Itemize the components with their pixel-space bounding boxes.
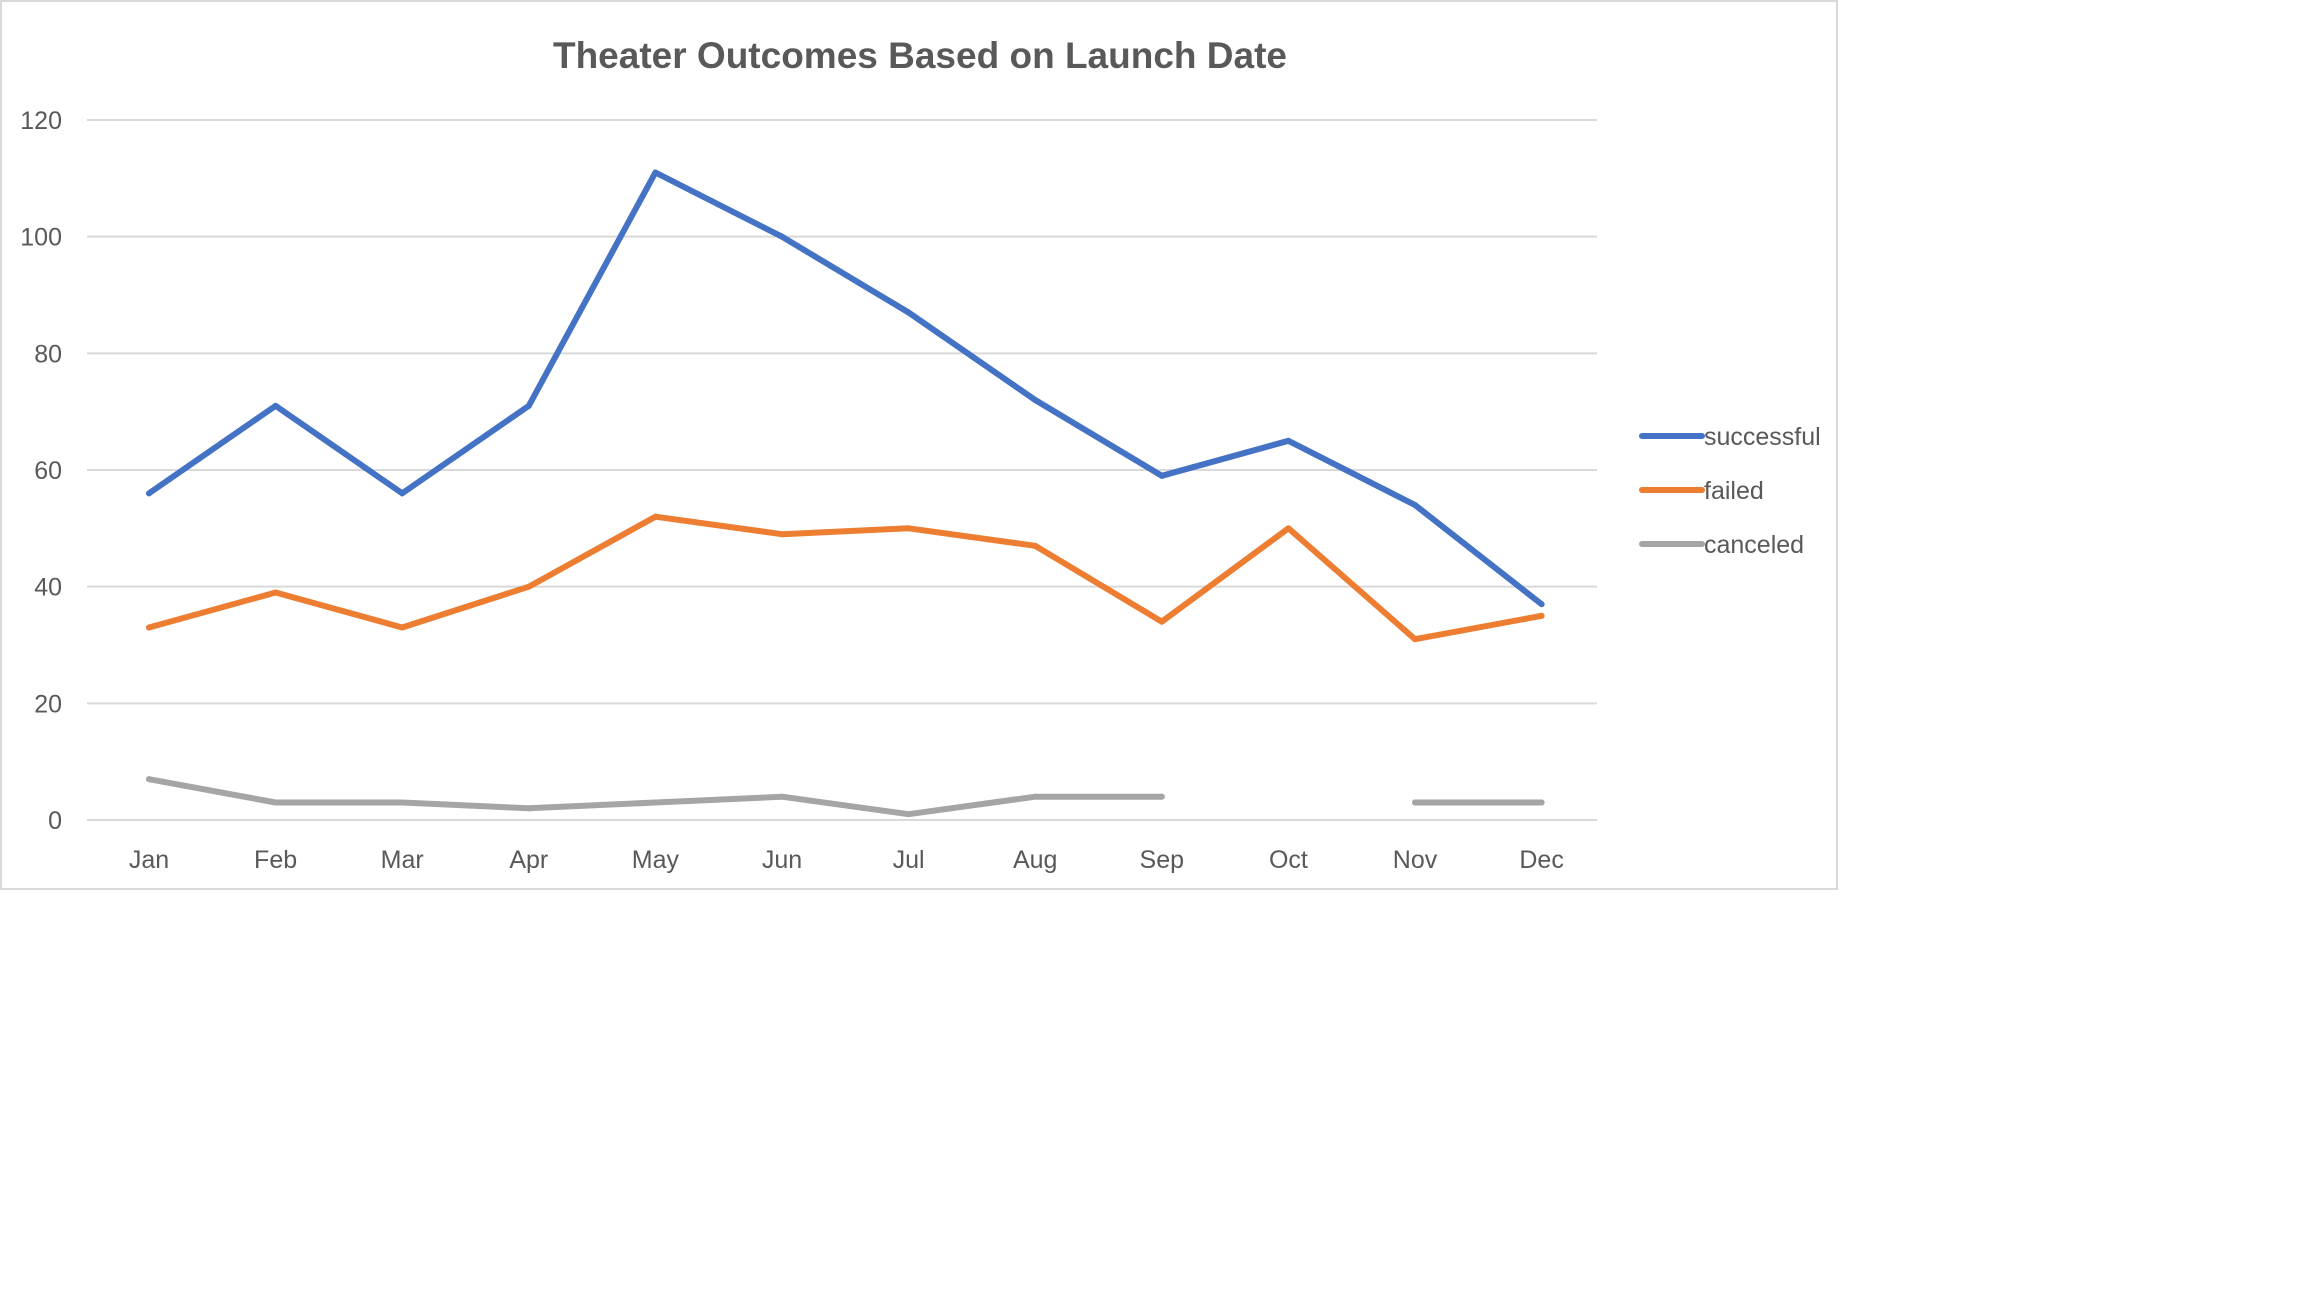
line-chart: Theater Outcomes Based on Launch Date 0 2… — [20, 35, 1821, 874]
data-point-failed — [1285, 525, 1292, 532]
data-point-successful — [399, 490, 406, 497]
x-tick-label: Aug — [1013, 846, 1057, 874]
data-point-canceled — [146, 776, 152, 783]
legend-label-canceled: canceled — [1704, 531, 1804, 559]
legend-item-failed: failed — [1639, 477, 1764, 505]
data-point-failed — [1538, 612, 1545, 619]
legend-item-successful: successful — [1639, 423, 1821, 451]
data-point-canceled — [272, 799, 279, 806]
data-point-canceled — [652, 799, 659, 806]
data-point-failed — [146, 624, 152, 631]
y-tick-label: 60 — [34, 457, 62, 485]
x-tick-label: Mar — [381, 846, 424, 874]
data-point-canceled — [1158, 793, 1165, 800]
data-point-successful — [1285, 437, 1292, 444]
y-tick-label: 120 — [20, 107, 62, 135]
series-lines — [146, 169, 1545, 818]
series-failed — [146, 513, 1545, 643]
series-successful — [146, 169, 1545, 608]
data-point-successful — [1538, 601, 1545, 608]
y-tick-label: 40 — [34, 574, 62, 602]
data-point-failed — [652, 513, 659, 520]
x-tick-label: Jun — [762, 846, 802, 874]
data-point-successful — [146, 490, 152, 497]
series-canceled — [146, 776, 1545, 818]
y-tick-label: 100 — [20, 224, 62, 252]
series-line-canceled — [146, 776, 1165, 818]
chart-container: Theater Outcomes Based on Launch Date 0 2… — [0, 0, 1838, 890]
y-axis-ticks: 0 20 40 60 80 100 120 — [20, 107, 62, 835]
data-point-canceled — [905, 811, 912, 818]
gridlines — [87, 119, 1597, 821]
data-point-successful — [1032, 397, 1039, 403]
legend: successful failed canceled — [1639, 423, 1821, 559]
y-tick-label: 20 — [34, 690, 62, 718]
x-tick-label: Feb — [254, 846, 297, 874]
legend-label-successful: successful — [1704, 423, 1821, 451]
data-point-successful — [272, 402, 279, 409]
series-line-failed — [146, 513, 1545, 643]
x-tick-label: Jan — [129, 846, 169, 874]
data-point-failed — [272, 589, 279, 596]
data-point-canceled — [1412, 799, 1418, 806]
x-axis-ticks: Jan Feb Mar Apr May Jun Jul Aug Sep Oct Nov Dec — [129, 846, 1564, 874]
x-tick-label: May — [632, 846, 680, 874]
x-tick-label: Nov — [1393, 846, 1438, 874]
y-tick-label: 0 — [48, 807, 62, 835]
data-point-failed — [1158, 618, 1165, 625]
data-point-failed — [905, 525, 912, 532]
x-tick-label: Jul — [893, 846, 925, 874]
y-tick-label: 80 — [34, 340, 62, 368]
x-tick-label: Dec — [1519, 846, 1563, 874]
chart-title: Theater Outcomes Based on Launch Date — [553, 35, 1287, 76]
data-point-successful — [1158, 472, 1165, 479]
data-point-failed — [525, 583, 532, 590]
data-point-canceled — [1538, 799, 1545, 806]
data-point-canceled — [399, 799, 406, 806]
data-point-successful — [905, 309, 912, 316]
x-tick-label: Oct — [1269, 846, 1308, 874]
data-point-failed — [779, 531, 785, 538]
data-point-canceled — [1032, 793, 1039, 800]
data-point-failed — [1032, 542, 1039, 549]
series-line-successful — [146, 169, 1545, 608]
data-point-canceled — [779, 793, 785, 800]
legend-item-canceled: canceled — [1639, 531, 1804, 559]
x-tick-label: Sep — [1140, 846, 1184, 874]
data-point-successful — [652, 169, 659, 176]
data-point-successful — [525, 402, 532, 409]
data-point-failed — [1412, 636, 1418, 643]
legend-label-failed: failed — [1704, 477, 1764, 505]
data-point-failed — [399, 624, 406, 631]
x-tick-label: Apr — [509, 846, 548, 874]
data-point-successful — [779, 233, 785, 240]
data-point-successful — [1412, 502, 1418, 508]
data-point-canceled — [525, 805, 532, 812]
